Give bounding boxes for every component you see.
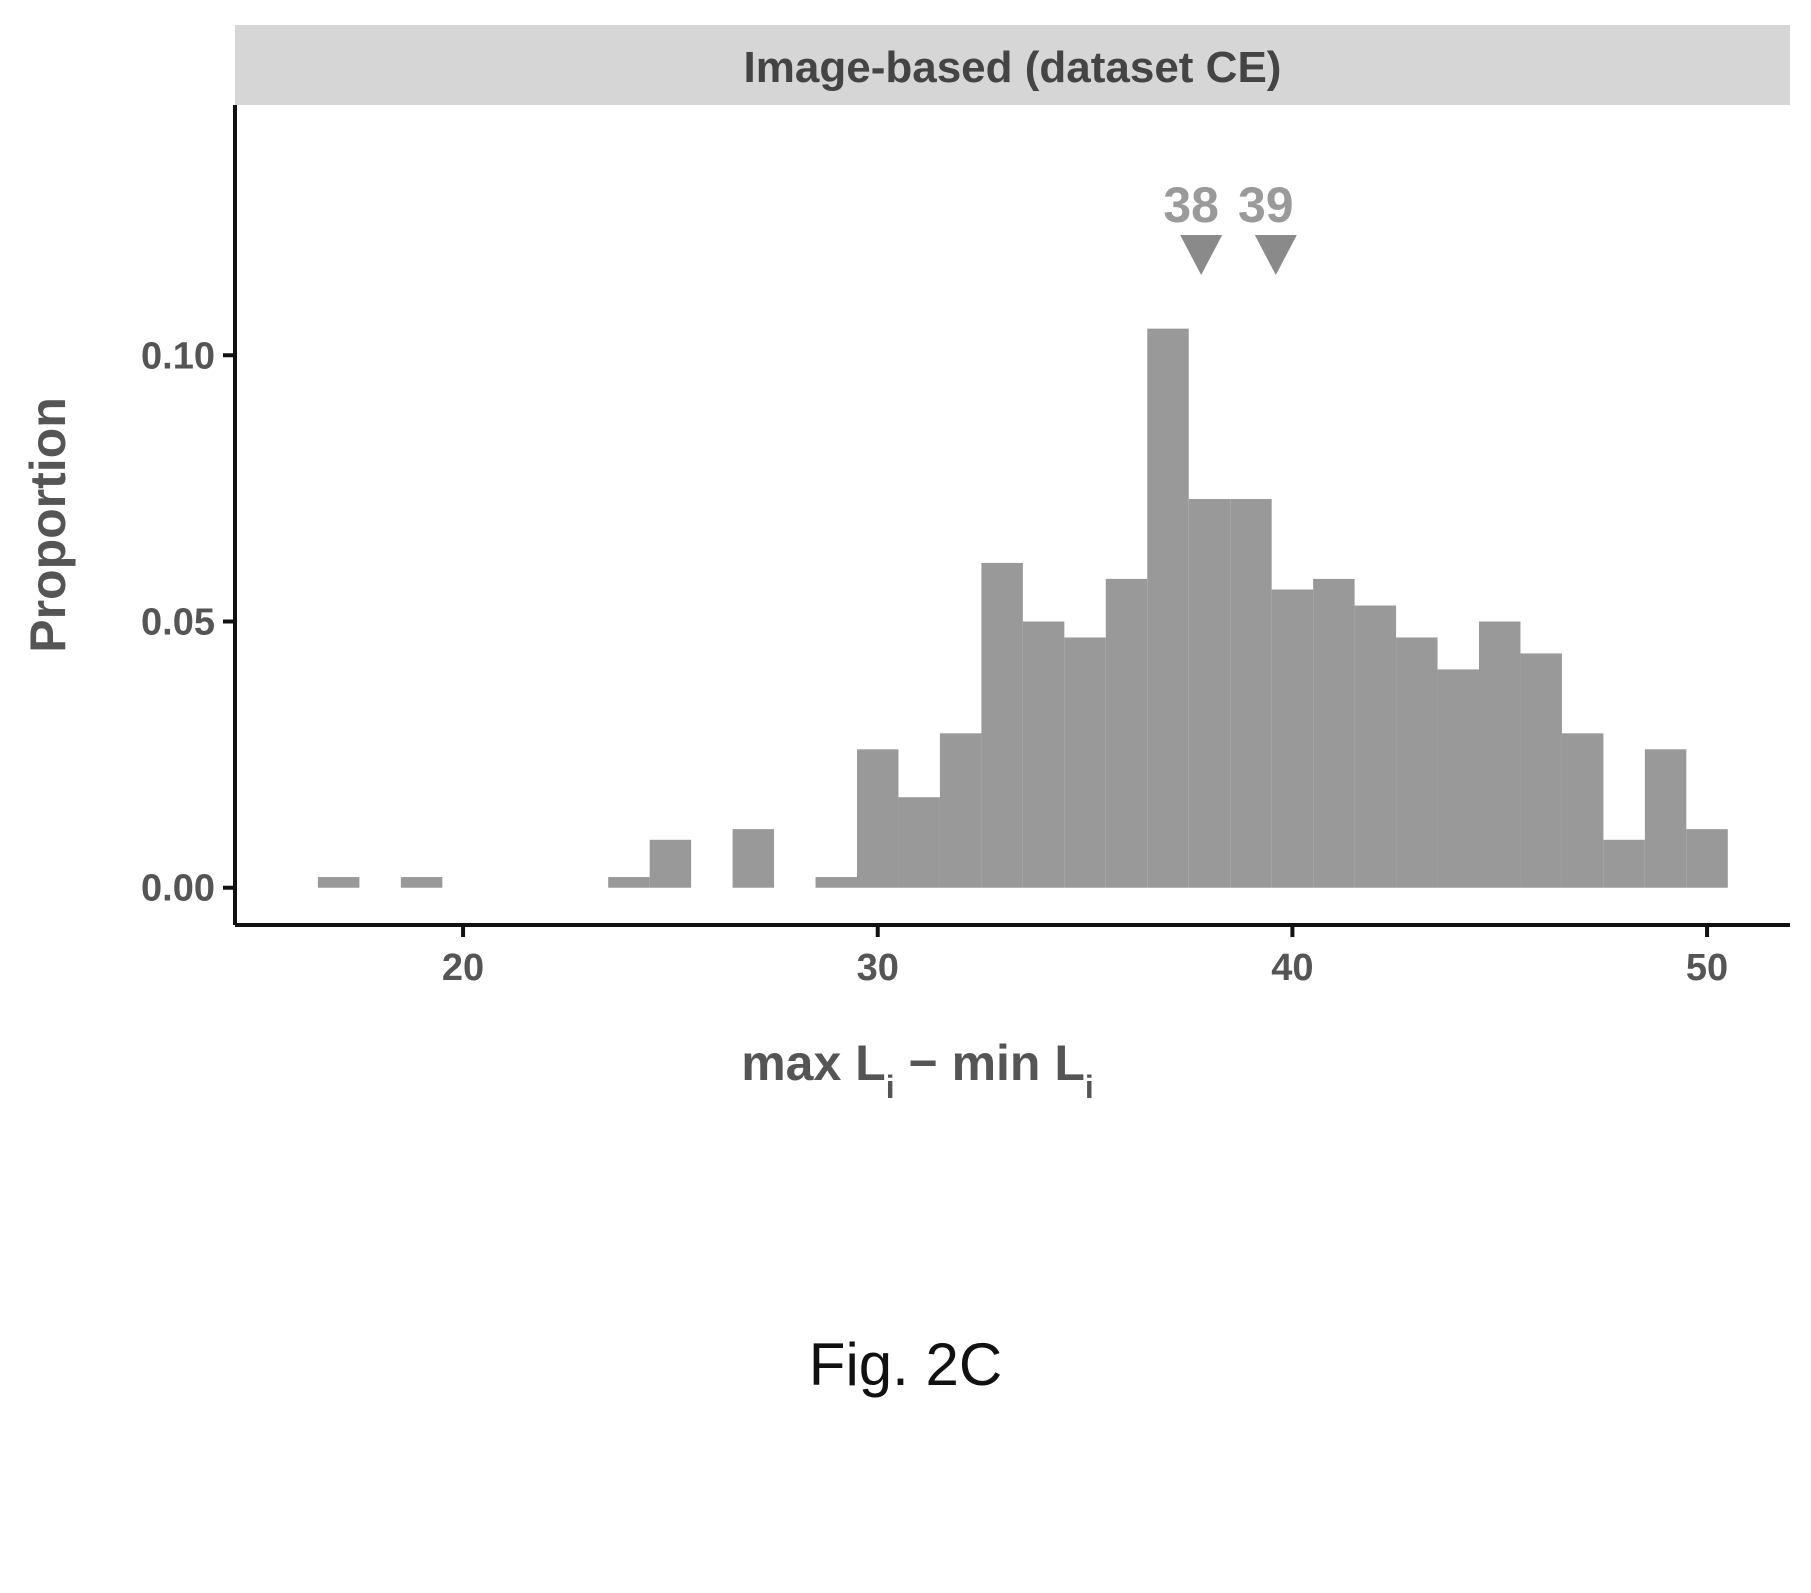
histogram-bar-18 <box>1354 605 1397 888</box>
histogram-bar-6 <box>857 749 899 888</box>
histogram-bar-14 <box>1188 499 1231 888</box>
y-tick-label-0: 0.00 <box>141 868 215 910</box>
histogram-bar-15 <box>1230 499 1272 888</box>
histogram-bar-13 <box>1147 328 1189 888</box>
histogram-bar-25 <box>1644 749 1687 888</box>
histogram-bar-21 <box>1479 621 1521 888</box>
chart-title: Image-based (dataset CE) <box>744 43 1282 92</box>
histogram-bar-19 <box>1396 637 1438 888</box>
x-axis-title: max Li − min Li <box>741 1035 1094 1105</box>
histogram-bar-3 <box>649 839 692 888</box>
histogram-bar-24 <box>1603 839 1645 888</box>
histogram-bar-5 <box>815 877 857 888</box>
histogram-bar-0 <box>317 877 360 888</box>
histogram-bar-7 <box>898 797 940 888</box>
marker-label-0: 38 <box>1163 177 1219 233</box>
histogram-bar-2 <box>608 877 650 888</box>
x-tick-label-3: 50 <box>1686 947 1728 989</box>
facet-strip <box>235 25 1790 105</box>
x-tick-label-0: 20 <box>442 947 484 989</box>
marker-label-1: 39 <box>1238 177 1294 233</box>
histogram-bar-16 <box>1271 589 1314 888</box>
histogram-bar-11 <box>1064 637 1106 888</box>
histogram-bar-23 <box>1561 733 1604 888</box>
histogram-bar-17 <box>1313 578 1355 888</box>
histogram-bar-12 <box>1105 578 1148 888</box>
histogram-bar-8 <box>939 733 982 888</box>
figure-caption: Fig. 2C <box>808 1331 1003 1398</box>
y-tick-label-2: 0.10 <box>141 335 215 377</box>
marker-triangle-1 <box>1254 235 1297 275</box>
histogram-bar-9 <box>981 562 1023 888</box>
marker-triangle-0 <box>1180 235 1223 275</box>
histogram-bar-10 <box>1022 621 1065 888</box>
x-tick-label-2: 40 <box>1271 947 1313 989</box>
histogram-bar-4 <box>732 829 775 888</box>
histogram-bar-20 <box>1437 669 1479 888</box>
y-axis-title: Proportion <box>20 397 76 653</box>
x-tick-label-1: 30 <box>857 947 899 989</box>
y-tick-label-1: 0.05 <box>141 601 215 643</box>
histogram-bar-1 <box>400 877 443 888</box>
histogram-bar-22 <box>1520 653 1562 888</box>
histogram-bar-26 <box>1686 829 1728 888</box>
